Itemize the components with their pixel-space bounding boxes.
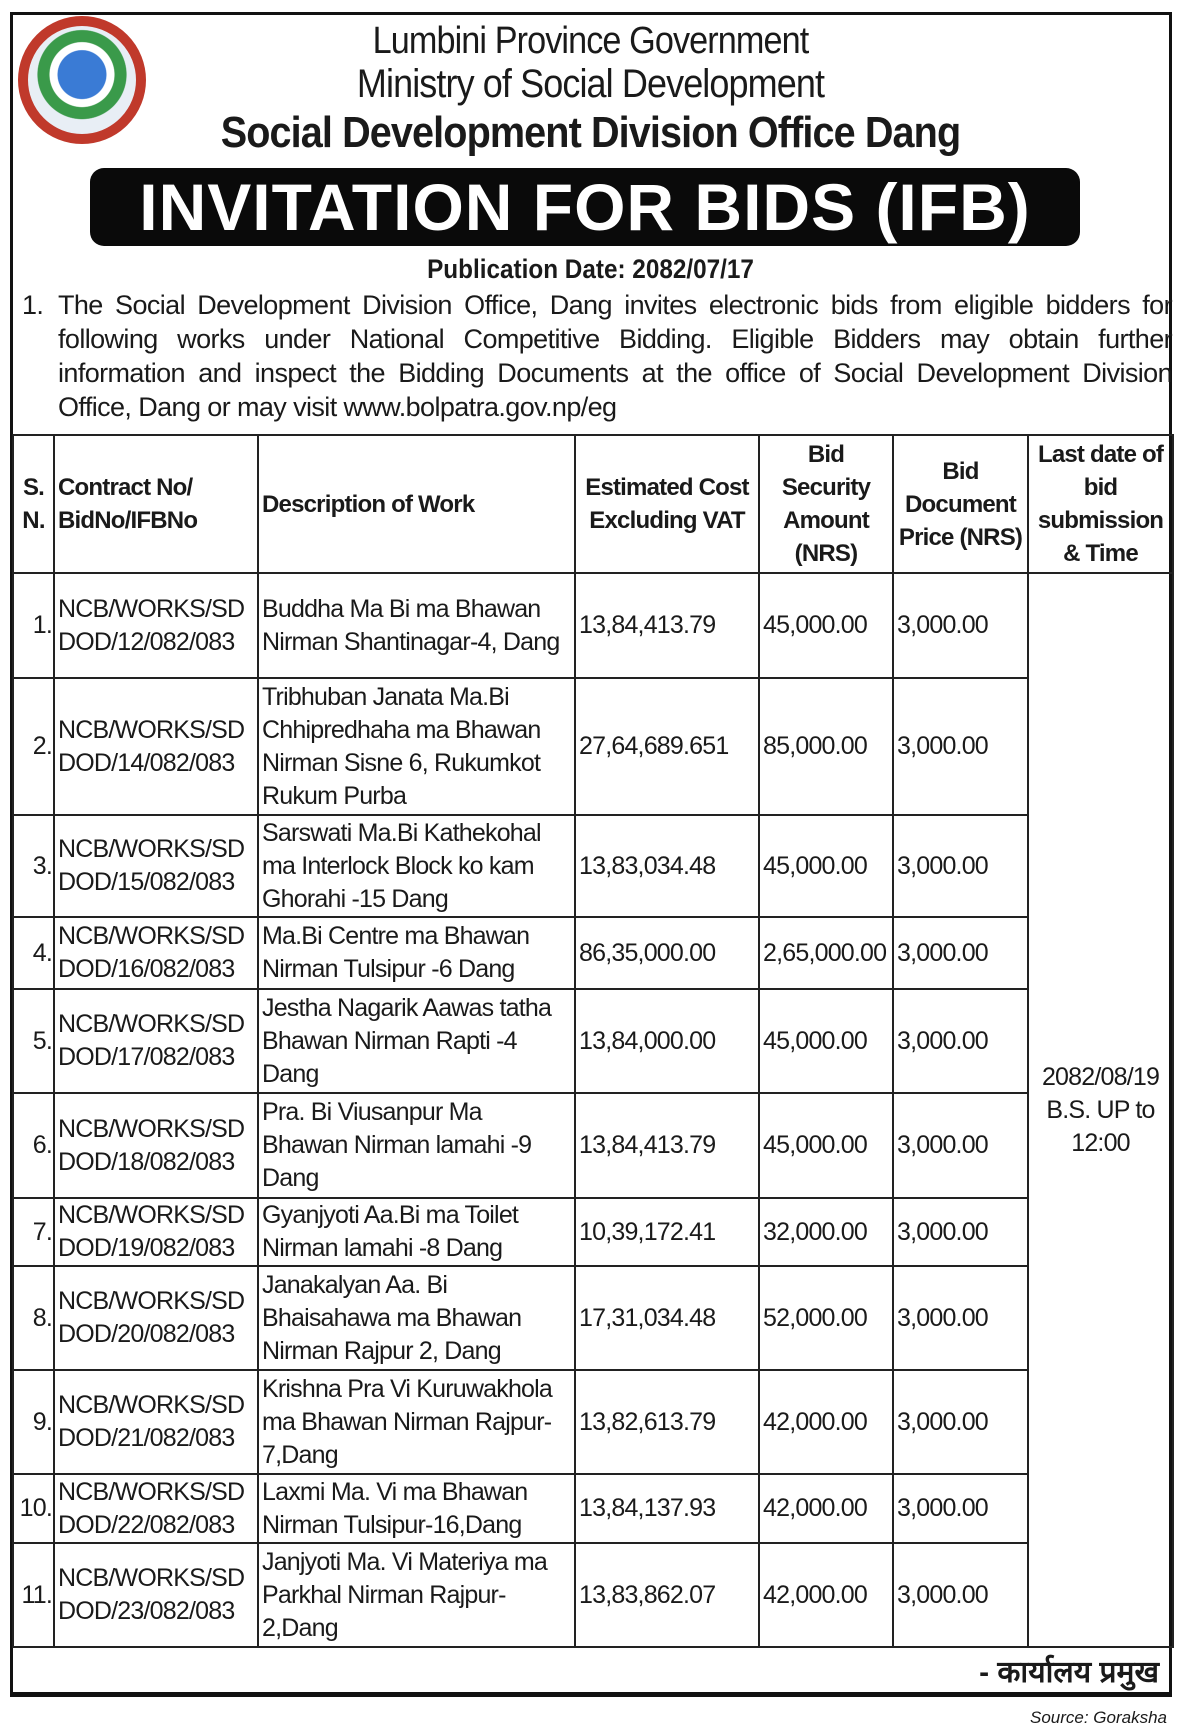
table-row: 3. NCB/WORKS/SD DOD/15/082/083 Sarswati Ma… bbox=[12, 814, 1173, 918]
publication-date: Publication Date: 2082/07/17 bbox=[427, 254, 754, 284]
cell-contract: NCB/WORKS/SD DOD/20/082/083 bbox=[53, 1265, 259, 1371]
source-credit: Source: Goraksha bbox=[1029, 1708, 1167, 1727]
cell-contract: NCB/WORKS/SD DOD/16/082/083 bbox=[53, 916, 259, 990]
province-title: Lumbini Province Government bbox=[372, 20, 810, 62]
paragraph-number: 1. bbox=[22, 290, 44, 320]
cell-sn: 11. bbox=[12, 1542, 55, 1648]
cell-doc: 3,000.00 bbox=[892, 1473, 1029, 1544]
column-header: Last date of bid submission & Time bbox=[1027, 434, 1174, 574]
cell-doc: 3,000.00 bbox=[892, 677, 1029, 816]
cell-cost: 13,84,413.79 bbox=[574, 572, 760, 679]
table-row: 7. NCB/WORKS/SD DOD/19/082/083 Gyanjyoti A… bbox=[12, 1197, 1173, 1267]
cell-desc: Gyanjyoti Aa.Bi ma Toilet Nirman lamahi … bbox=[257, 1197, 576, 1267]
table-row: 11. NCB/WORKS/SD DOD/23/082/083 Janjyoti M… bbox=[12, 1542, 1173, 1648]
cell-doc: 3,000.00 bbox=[892, 1369, 1029, 1475]
cell-contract: NCB/WORKS/SD DOD/18/082/083 bbox=[53, 1092, 259, 1199]
cell-sn: 2. bbox=[12, 677, 55, 816]
cell-security: 45,000.00 bbox=[758, 1092, 894, 1199]
cell-contract: NCB/WORKS/SD DOD/14/082/083 bbox=[53, 677, 259, 816]
cell-cost: 27,64,689.651 bbox=[574, 677, 760, 816]
column-header: Estimated Cost Excluding VAT bbox=[574, 434, 760, 574]
cell-doc: 3,000.00 bbox=[892, 1197, 1029, 1267]
office-title: Social Development Division Office Dang bbox=[220, 108, 961, 157]
cell-security: 32,000.00 bbox=[758, 1197, 894, 1267]
cell-contract: NCB/WORKS/SD DOD/15/082/083 bbox=[53, 814, 259, 918]
cell-cost: 17,31,034.48 bbox=[574, 1265, 760, 1371]
header-row: S. N. Contract No/ BidNo/IFBNo Description… bbox=[12, 434, 1174, 574]
cell-sn: 8. bbox=[12, 1265, 55, 1371]
cell-security: 42,000.00 bbox=[758, 1542, 894, 1648]
cell-doc: 3,000.00 bbox=[892, 1542, 1029, 1648]
cell-desc: Tribhuban Janata Ma.Bi Chhipredhaha ma B… bbox=[257, 677, 576, 816]
column-header: Description of Work bbox=[257, 434, 576, 574]
cell-desc: Janakalyan Aa. Bi Bhaisahawa ma Bhawan N… bbox=[257, 1265, 576, 1371]
cell-desc: Laxmi Ma. Vi ma Bhawan Nirman Tulsipur-1… bbox=[257, 1473, 576, 1544]
cell-cost: 13,84,413.79 bbox=[574, 1092, 760, 1199]
table-row: 9. NCB/WORKS/SD DOD/21/082/083 Krishna Pra… bbox=[12, 1369, 1173, 1475]
cell-contract: NCB/WORKS/SD DOD/23/082/083 bbox=[53, 1542, 259, 1648]
cell-contract: NCB/WORKS/SD DOD/17/082/083 bbox=[53, 988, 259, 1094]
government-emblem bbox=[18, 16, 146, 144]
cell-doc: 3,000.00 bbox=[892, 814, 1029, 918]
cell-security: 52,000.00 bbox=[758, 1265, 894, 1371]
column-header: Bid Security Amount (NRS) bbox=[758, 434, 894, 574]
cell-sn: 4. bbox=[12, 916, 55, 990]
cell-cost: 13,83,034.48 bbox=[574, 814, 760, 918]
cell-sn: 6. bbox=[12, 1092, 55, 1199]
bids-table: S. N. Contract No/ BidNo/IFBNo Description… bbox=[12, 434, 1174, 1648]
cell-security: 85,000.00 bbox=[758, 677, 894, 816]
table-row: 10. NCB/WORKS/SD DOD/22/082/083 Laxmi Ma. … bbox=[12, 1473, 1173, 1544]
cell-sn: 10. bbox=[12, 1473, 55, 1544]
cell-sn: 9. bbox=[12, 1369, 55, 1475]
table-row: 6. NCB/WORKS/SD DOD/18/082/083 Pra. Bi Viu… bbox=[12, 1092, 1173, 1199]
cell-security: 42,000.00 bbox=[758, 1473, 894, 1544]
cell-cost: 86,35,000.00 bbox=[574, 916, 760, 990]
cell-contract: NCB/WORKS/SD DOD/19/082/083 bbox=[53, 1197, 259, 1267]
cell-doc: 3,000.00 bbox=[892, 916, 1029, 990]
column-header: Contract No/ BidNo/IFBNo bbox=[53, 434, 259, 574]
cell-sn: 5. bbox=[12, 988, 55, 1094]
cell-desc: Pra. Bi Viusanpur Ma Bhawan Nirman lamah… bbox=[257, 1092, 576, 1199]
cell-cost: 13,82,613.79 bbox=[574, 1369, 760, 1475]
cell-desc: Janjyoti Ma. Vi Materiya ma Parkhal Nirm… bbox=[257, 1542, 576, 1648]
cell-security: 45,000.00 bbox=[758, 572, 894, 679]
ministry-title: Ministry of Social Development bbox=[356, 62, 825, 106]
column-header: Bid Document Price (NRS) bbox=[892, 434, 1029, 574]
cell-contract: NCB/WORKS/SD DOD/12/082/083 bbox=[53, 572, 259, 679]
cell-security: 45,000.00 bbox=[758, 814, 894, 918]
cell-doc: 3,000.00 bbox=[892, 1265, 1029, 1371]
cell-doc: 3,000.00 bbox=[892, 572, 1029, 679]
cell-security: 2,65,000.00 bbox=[758, 916, 894, 990]
cell-desc: Krishna Pra Vi Kuruwakhola ma Bhawan Nir… bbox=[257, 1369, 576, 1475]
cell-desc: Buddha Ma Bi ma Bhawan Nirman Shantinaga… bbox=[257, 572, 576, 679]
table-row: 1. NCB/WORKS/SD DOD/12/082/083 Buddha Ma B… bbox=[12, 572, 1174, 1648]
table-row: 8. NCB/WORKS/SD DOD/20/082/083 Janakalyan … bbox=[12, 1265, 1173, 1371]
cell-sn: 7. bbox=[12, 1197, 55, 1267]
cell-cost: 13,84,137.93 bbox=[574, 1473, 760, 1544]
cell-sn: 1. bbox=[12, 572, 55, 679]
cell-last-date: 2082/08/19 B.S. UP to 12:00 bbox=[1027, 572, 1174, 1648]
cell-desc: Jestha Nagarik Aawas tatha Bhawan Nirman… bbox=[257, 988, 576, 1094]
table-row: 2. NCB/WORKS/SD DOD/14/082/083 Tribhuban J… bbox=[12, 677, 1173, 816]
cell-security: 42,000.00 bbox=[758, 1369, 894, 1475]
ifb-banner: INVITATION FOR BIDS (IFB) bbox=[90, 168, 1080, 246]
cell-desc: Sarswati Ma.Bi Kathekohal ma Interlock B… bbox=[257, 814, 576, 918]
intro-paragraph: 1. The Social Development Division Offic… bbox=[22, 288, 1173, 424]
cell-cost: 10,39,172.41 bbox=[574, 1197, 760, 1267]
cell-sn: 3. bbox=[12, 814, 55, 918]
paragraph-text: The Social Development Division Office, … bbox=[58, 290, 1173, 422]
cell-security: 45,000.00 bbox=[758, 988, 894, 1094]
cell-contract: NCB/WORKS/SD DOD/22/082/083 bbox=[53, 1473, 259, 1544]
cell-doc: 3,000.00 bbox=[892, 1092, 1029, 1199]
column-header: S. N. bbox=[12, 434, 55, 574]
office-chief-signature: - कार्यालय प्रमुख bbox=[979, 1656, 1159, 1689]
cell-doc: 3,000.00 bbox=[892, 988, 1029, 1094]
cell-desc: Ma.Bi Centre ma Bhawan Nirman Tulsipur -… bbox=[257, 916, 576, 990]
table-row: 5. NCB/WORKS/SD DOD/17/082/083 Jestha Naga… bbox=[12, 988, 1173, 1094]
cell-contract: NCB/WORKS/SD DOD/21/082/083 bbox=[53, 1369, 259, 1475]
cell-cost: 13,84,000.00 bbox=[574, 988, 760, 1094]
table-row: 4. NCB/WORKS/SD DOD/16/082/083 Ma.Bi Centr… bbox=[12, 916, 1173, 990]
cell-cost: 13,83,862.07 bbox=[574, 1542, 760, 1648]
